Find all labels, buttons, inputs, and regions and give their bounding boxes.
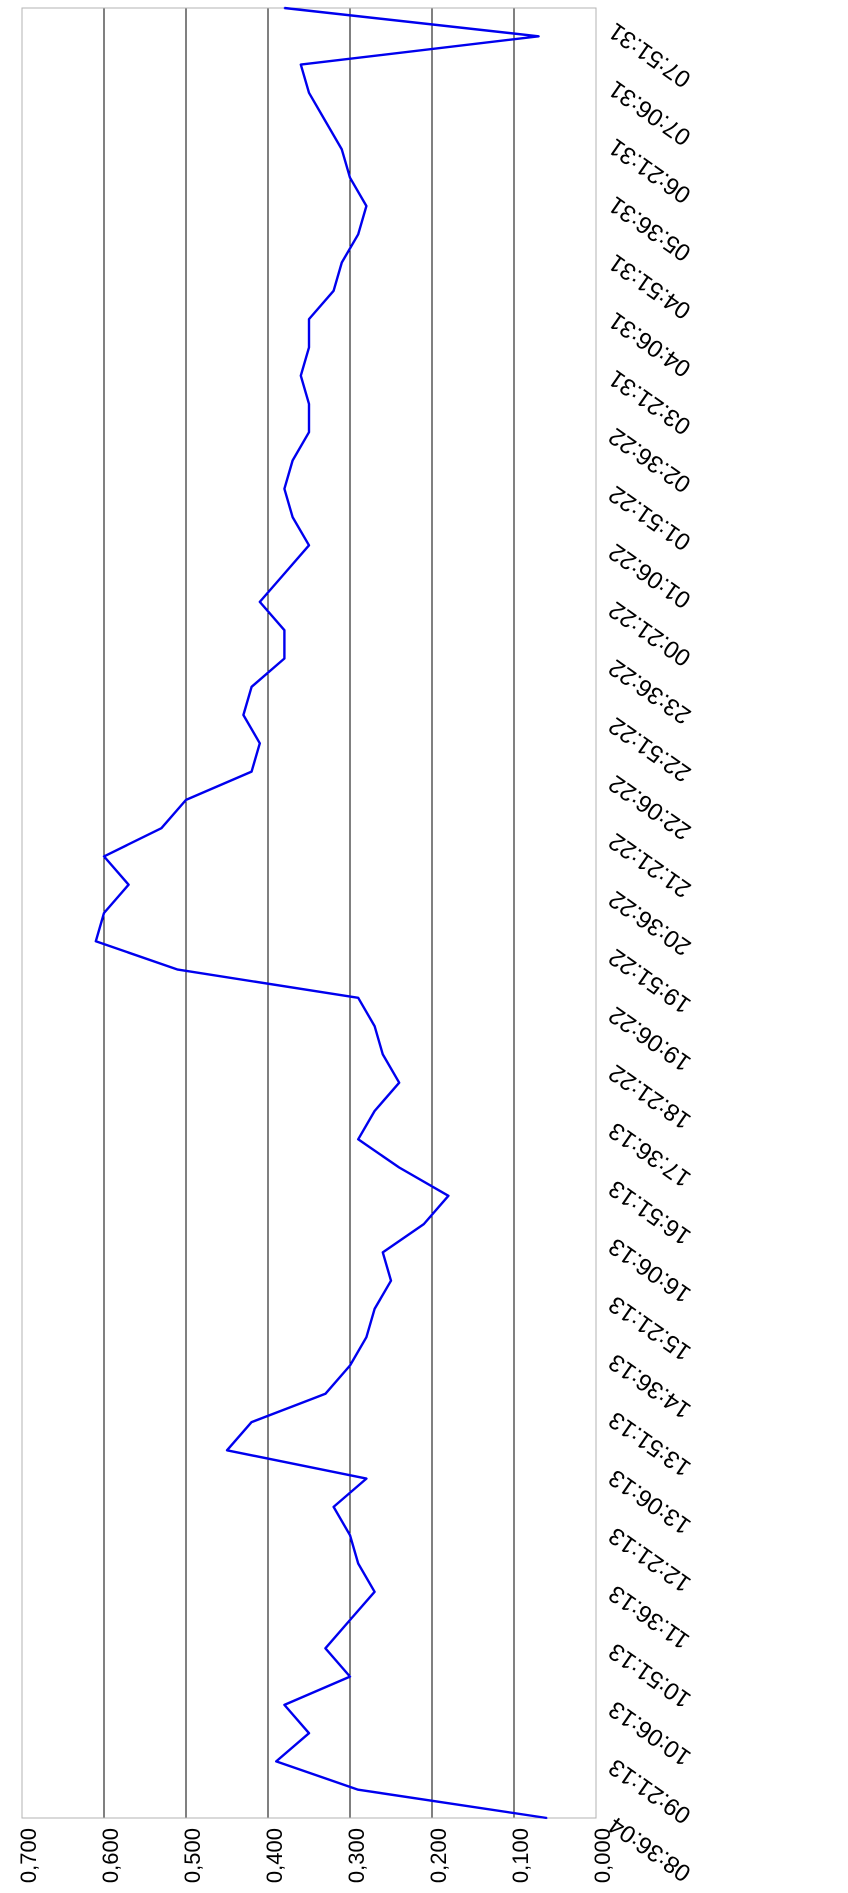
data-point [103,855,105,858]
data-point [382,1251,384,1254]
data-point [242,714,245,716]
y-tick-label: 0,300 [344,1828,369,1883]
data-point [332,1506,335,1508]
data-point [291,459,294,462]
data-point [349,1534,351,1536]
data-point [341,261,343,264]
data-point [373,1110,376,1112]
data-point [308,318,310,320]
data-point [373,1308,376,1310]
data-point [275,1760,278,1763]
data-point [373,1025,376,1027]
plot-border [21,7,597,1819]
data-point [365,1477,368,1480]
data-point [546,1817,548,1819]
data-point [357,1138,360,1141]
y-tick-label: 0,400 [262,1828,287,1883]
data-point [226,1449,228,1452]
y-tick-label: 0,500 [180,1828,205,1883]
data-point [177,968,179,971]
data-point [357,1562,360,1565]
data-point [308,346,310,349]
data-point [259,742,261,745]
data-point [308,431,310,434]
data-point [283,1704,286,1706]
data-point [103,912,105,914]
data-point [308,92,310,94]
data-point [127,883,130,886]
y-tick-label: 0,700 [16,1828,41,1883]
y-tick-label: 0,200 [426,1828,451,1883]
data-point [373,1590,376,1593]
data-point [160,827,163,829]
data-point [365,1336,368,1339]
data-point [283,487,286,490]
data-point [357,1788,360,1791]
data-point [349,1619,351,1621]
data-point [283,657,286,660]
y-tick-label: 0,600 [98,1828,123,1883]
data-point [357,997,360,999]
data-point [357,233,360,236]
data-point [259,601,261,603]
data-point [283,572,286,575]
data-point [300,63,302,66]
data-point [349,1675,351,1678]
data-point [308,403,310,405]
data-point [185,799,187,801]
data-point [398,1166,401,1169]
data-point [308,1732,310,1734]
data-point [390,1279,392,1282]
data-point [398,1081,401,1084]
data-point [349,1364,351,1367]
data-point [308,544,310,547]
data-point [349,176,351,179]
data-point [365,205,368,207]
data-point [423,1223,425,1225]
data-point [250,685,253,688]
y-tick-label: 0,100 [508,1828,533,1883]
data-point [95,940,97,943]
data-point [324,1392,327,1395]
data-point [300,374,302,377]
data-point [537,35,540,38]
data-point [382,1053,384,1056]
data-point [283,629,286,631]
data-point [324,1647,327,1650]
series-line [94,6,547,1820]
data-point [324,120,327,122]
data-point [283,7,286,9]
data-point [291,516,294,518]
y-tick-label: 0,000 [590,1828,615,1883]
data-point [250,1421,253,1423]
data-point [332,290,335,292]
data-point [250,770,253,773]
data-point [341,148,343,151]
data-point [447,1195,450,1197]
